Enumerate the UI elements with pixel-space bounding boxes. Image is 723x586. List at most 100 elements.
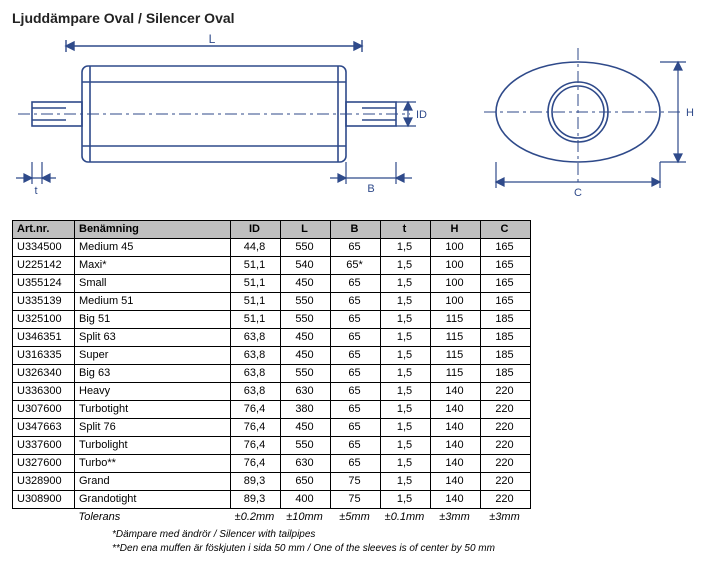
cell-value: 450 [281, 329, 331, 347]
table-row: U326340Big 6363,8550651,5115185 [13, 365, 531, 383]
table-row: U355124Small51,1450651,5100165 [13, 275, 531, 293]
cell-name: Turbolight [75, 437, 231, 455]
cell-value: 1,5 [381, 365, 431, 383]
cell-value: 65 [331, 329, 381, 347]
cell-value: 220 [481, 419, 531, 437]
label-B: B [367, 183, 374, 195]
diagram-end-view: H C [482, 32, 702, 210]
cell-value: 185 [481, 329, 531, 347]
cell-value: 450 [281, 347, 331, 365]
cell-value: 89,3 [231, 473, 281, 491]
col-header: B [331, 221, 381, 239]
col-header: ID [231, 221, 281, 239]
table-row: U336300Heavy63,8630651,5140220 [13, 383, 531, 401]
cell-value: 550 [281, 293, 331, 311]
cell-value: 630 [281, 455, 331, 473]
col-header: C [481, 221, 531, 239]
cell-value: 115 [431, 329, 481, 347]
table-row: U325100Big 5151,1550651,5115185 [13, 311, 531, 329]
tolerance-value: ±3mm [481, 509, 531, 527]
cell-value: 65 [331, 311, 381, 329]
cell-value: 1,5 [381, 275, 431, 293]
cell-value: 140 [431, 491, 481, 509]
footnote-2: **Den ena muffen är föskjuten i sida 50 … [112, 542, 711, 556]
table-row: U328900Grand89,3650751,5140220 [13, 473, 531, 491]
cell-name: Split 76 [75, 419, 231, 437]
cell-value: 650 [281, 473, 331, 491]
cell-artnr: U337600 [13, 437, 75, 455]
col-header: H [431, 221, 481, 239]
cell-artnr: U225142 [13, 257, 75, 275]
cell-value: 63,8 [231, 347, 281, 365]
cell-artnr: U325100 [13, 311, 75, 329]
cell-value: 380 [281, 401, 331, 419]
cell-value: 63,8 [231, 365, 281, 383]
cell-value: 65 [331, 275, 381, 293]
tolerance-blank [13, 509, 75, 527]
col-header: t [381, 221, 431, 239]
cell-value: 51,1 [231, 293, 281, 311]
cell-artnr: U316335 [13, 347, 75, 365]
cell-value: 1,5 [381, 491, 431, 509]
cell-value: 220 [481, 455, 531, 473]
cell-value: 140 [431, 383, 481, 401]
cell-value: 63,8 [231, 329, 281, 347]
cell-name: Small [75, 275, 231, 293]
cell-artnr: U355124 [13, 275, 75, 293]
cell-value: 76,4 [231, 437, 281, 455]
cell-value: 51,1 [231, 275, 281, 293]
cell-value: 1,5 [381, 311, 431, 329]
footnote-1: *Dämpare med ändrör / Silencer with tail… [112, 528, 711, 542]
diagram-area: L [12, 32, 711, 210]
table-row: U307600Turbotight76,4380651,5140220 [13, 401, 531, 419]
cell-name: Medium 45 [75, 239, 231, 257]
cell-name: Big 51 [75, 311, 231, 329]
cell-value: 115 [431, 347, 481, 365]
cell-value: 1,5 [381, 455, 431, 473]
tolerance-label: Tolerans [75, 509, 231, 527]
cell-value: 51,1 [231, 311, 281, 329]
cell-value: 140 [431, 473, 481, 491]
cell-value: 44,8 [231, 239, 281, 257]
cell-value: 630 [281, 383, 331, 401]
cell-value: 165 [481, 275, 531, 293]
cell-value: 100 [431, 293, 481, 311]
cell-value: 76,4 [231, 401, 281, 419]
cell-value: 220 [481, 473, 531, 491]
cell-value: 100 [431, 257, 481, 275]
cell-value: 65 [331, 347, 381, 365]
cell-artnr: U346351 [13, 329, 75, 347]
cell-value: 75 [331, 491, 381, 509]
cell-value: 1,5 [381, 239, 431, 257]
table-row: U327600Turbo**76,4630651,5140220 [13, 455, 531, 473]
cell-artnr: U336300 [13, 383, 75, 401]
diagram-side-view: L [12, 32, 452, 210]
tolerance-value: ±5mm [331, 509, 381, 527]
cell-value: 1,5 [381, 437, 431, 455]
cell-value: 1,5 [381, 419, 431, 437]
cell-artnr: U334500 [13, 239, 75, 257]
cell-value: 140 [431, 455, 481, 473]
cell-value: 63,8 [231, 383, 281, 401]
cell-value: 1,5 [381, 401, 431, 419]
cell-value: 140 [431, 437, 481, 455]
cell-value: 65* [331, 257, 381, 275]
cell-value: 450 [281, 275, 331, 293]
table-row: U347663Split 7676,4450651,5140220 [13, 419, 531, 437]
cell-name: Grandotight [75, 491, 231, 509]
table-row: U335139Medium 5151,1550651,5100165 [13, 293, 531, 311]
tolerance-value: ±0.2mm [231, 509, 281, 527]
tolerance-value: ±3mm [431, 509, 481, 527]
cell-value: 220 [481, 401, 531, 419]
cell-value: 165 [481, 239, 531, 257]
label-t: t [34, 185, 37, 197]
cell-value: 115 [431, 365, 481, 383]
cell-name: Heavy [75, 383, 231, 401]
cell-name: Turbo** [75, 455, 231, 473]
cell-value: 1,5 [381, 473, 431, 491]
table-row: U225142Maxi*51,154065*1,5100165 [13, 257, 531, 275]
page-title: Ljuddämpare Oval / Silencer Oval [12, 10, 711, 26]
cell-name: Super [75, 347, 231, 365]
cell-value: 220 [481, 491, 531, 509]
cell-artnr: U327600 [13, 455, 75, 473]
